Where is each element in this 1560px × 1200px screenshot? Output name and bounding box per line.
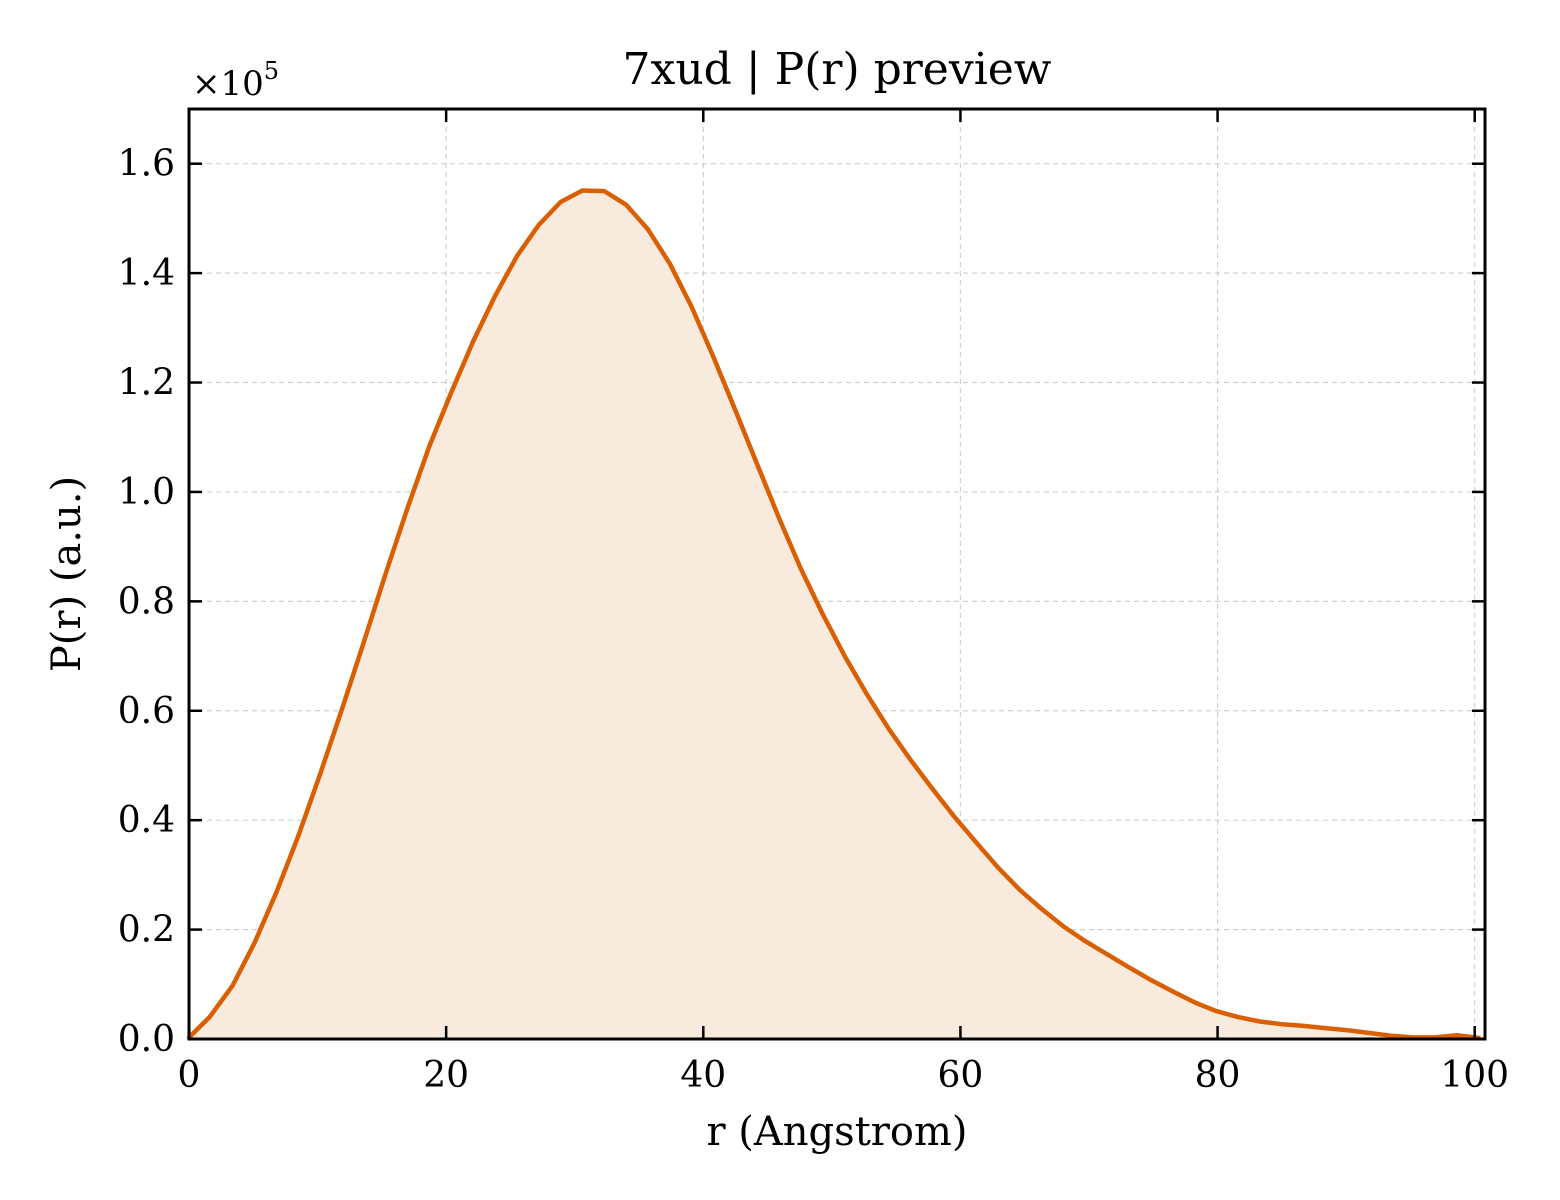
x-axis-label: r (Angstrom)	[706, 1109, 967, 1155]
y-tick-label: 0.2	[118, 910, 175, 951]
x-tick-label: 0	[178, 1055, 201, 1096]
x-tick-label: 100	[1440, 1055, 1509, 1096]
plot-frame	[187, 107, 1487, 1041]
y-multiplier-exponent: 5	[264, 57, 279, 85]
x-tick-label: 40	[680, 1055, 726, 1096]
area-fill	[189, 190, 1479, 1039]
y-tick-label: 1.2	[118, 363, 175, 404]
y-tick-label: 0.0	[118, 1019, 175, 1060]
y-tick-label: 0.8	[118, 581, 175, 622]
x-tick-labels: 0 20 40 60 80 100	[178, 1055, 1510, 1096]
y-tick-labels: 0.0 0.2 0.4 0.6 0.8 1.0 1.2 1.4 1.6	[118, 144, 175, 1060]
y-tick-label: 0.6	[118, 691, 175, 732]
y-tick-label: 1.4	[118, 253, 175, 294]
y-multiplier: ×105	[192, 57, 279, 104]
x-tick-label: 20	[423, 1055, 469, 1096]
y-tick-label: 1.6	[118, 144, 175, 185]
x-tick-label: 60	[938, 1055, 984, 1096]
y-tick-label: 1.0	[118, 472, 175, 513]
data-line	[186, 188, 1481, 1041]
chart-title: 7xud | P(r) preview	[623, 44, 1052, 95]
y-tick-label: 0.4	[118, 800, 175, 841]
x-tick-label: 80	[1195, 1055, 1241, 1096]
y-axis-label: P(r) (a.u.)	[44, 476, 90, 672]
y-multiplier-base: ×10	[192, 64, 264, 104]
